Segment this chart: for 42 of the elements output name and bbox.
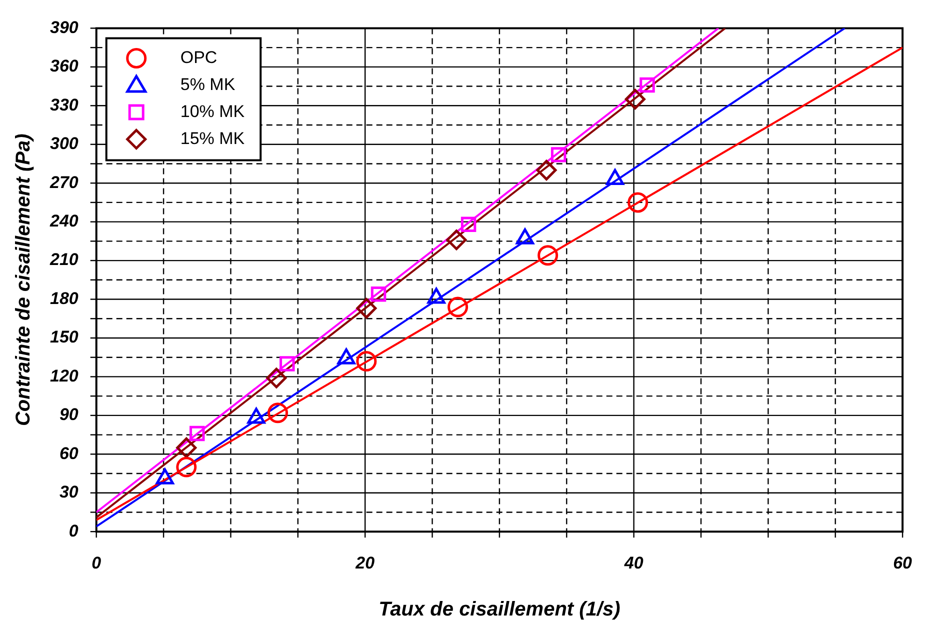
point — [268, 402, 288, 424]
point — [536, 160, 557, 180]
legend-label: OPC — [180, 48, 218, 67]
y-tick-label: 360 — [50, 56, 79, 76]
y-axis-title: Contrainte de cisaillement (Pa) — [12, 133, 35, 426]
y-tick-label: 300 — [50, 134, 79, 154]
point — [356, 350, 377, 372]
point — [460, 216, 476, 232]
point — [628, 192, 648, 213]
y-tick-label: 240 — [48, 212, 79, 231]
x-tick-label: 0 — [92, 553, 102, 572]
x-tick-label: 60 — [893, 553, 913, 572]
point — [640, 77, 655, 93]
y-tick-label: 390 — [50, 18, 79, 37]
point — [448, 296, 468, 318]
point — [280, 356, 295, 372]
y-tick-label: 60 — [59, 444, 79, 463]
x-tick-label: 40 — [623, 553, 644, 572]
y-tick-label: 120 — [50, 366, 79, 386]
point — [190, 426, 205, 442]
x-tick-label: 20 — [354, 553, 376, 572]
legend-label: 5% MK — [180, 74, 236, 94]
legend-label: 15% MK — [180, 128, 246, 148]
point — [266, 368, 287, 388]
y-tick-label: 180 — [50, 288, 79, 308]
point — [370, 286, 386, 302]
legend-label: 10% MK — [180, 102, 246, 121]
y-tick-label: 270 — [48, 172, 79, 192]
point — [446, 230, 467, 250]
point — [176, 437, 197, 458]
y-tick-label: 30 — [59, 482, 79, 502]
y-tick-label: 0 — [68, 521, 79, 540]
x-axis-title: Taux de cisaillement (1/s) — [378, 598, 621, 621]
point — [550, 147, 566, 162]
y-tick-label: 90 — [59, 405, 79, 424]
y-tick-label: 210 — [48, 250, 79, 270]
point — [176, 456, 197, 478]
point — [356, 298, 377, 319]
point — [538, 245, 558, 266]
y-tick-label: 150 — [50, 328, 79, 347]
y-tick-label: 330 — [50, 95, 79, 114]
point — [624, 88, 646, 110]
